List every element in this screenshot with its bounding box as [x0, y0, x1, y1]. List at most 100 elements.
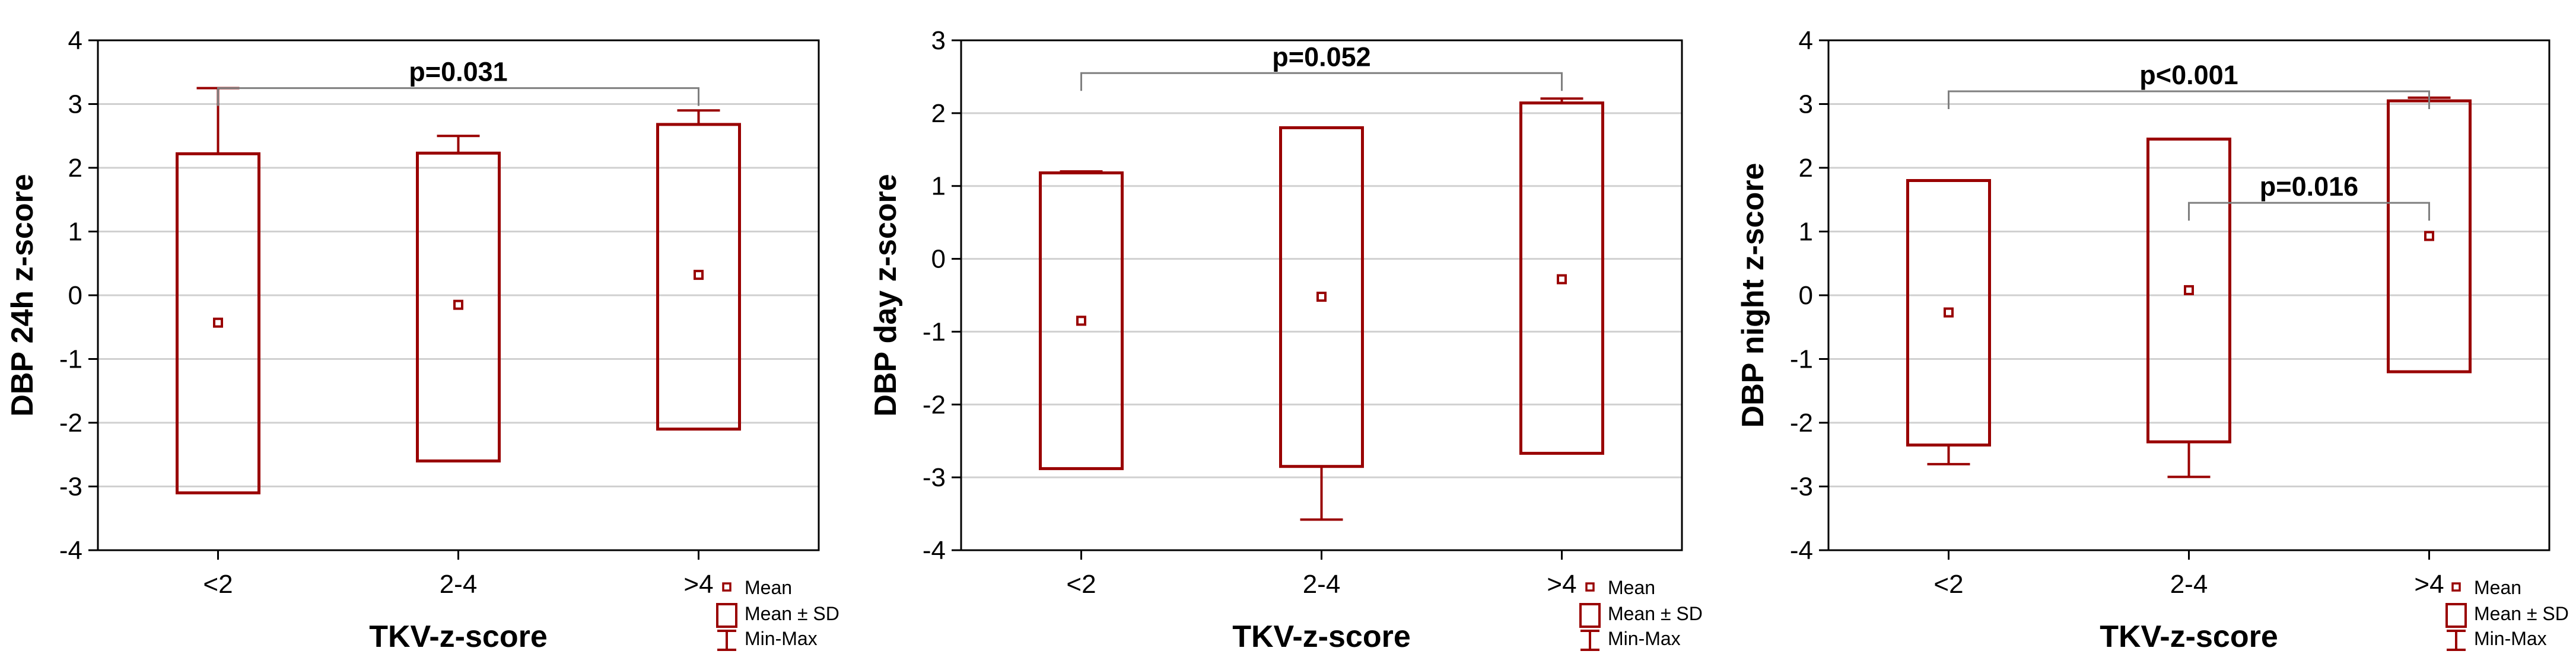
mean-marker — [213, 317, 223, 328]
legend-minmax-label: Min-Max — [1608, 628, 1681, 649]
x-tick-label: >4 — [683, 570, 713, 599]
legend-mean-label: Mean — [1608, 577, 1655, 598]
x-tick-label: 2-4 — [1303, 570, 1341, 599]
x-tick-label: <2 — [203, 570, 233, 599]
box-2 — [1519, 97, 1604, 455]
y-tick-label: -3 — [1790, 473, 1813, 502]
sd-box — [1519, 101, 1604, 455]
legend-mean-sd-icon — [1579, 603, 1601, 628]
box-0 — [1039, 170, 1124, 470]
y-axis-title: DBP night z-score — [1736, 163, 1770, 428]
y-tick-label: 1 — [1799, 218, 1813, 247]
y-tick-label: -4 — [1790, 536, 1813, 565]
p-value-label: p=0.031 — [409, 57, 507, 87]
x-axis-title: TKV-z-score — [2100, 620, 2278, 654]
significance-bracket: p=0.016 — [2188, 171, 2430, 221]
mean-marker — [1316, 291, 1327, 302]
sd-box — [1039, 171, 1124, 470]
x-tick-label: >4 — [2414, 570, 2444, 599]
panel-dbp-night: -4 -3 -2 -1 0 1 2 3 4 <2 2-4 >4 TKV-z-score DBP night… — [1736, 26, 2569, 654]
mean-marker — [2424, 231, 2434, 241]
panel-dbp-24h: -4 -3 -2 -1 0 1 2 3 4 <2 2-4 >4 TKV-z-score DBP 24h z… — [5, 26, 839, 654]
box-1 — [2146, 138, 2231, 478]
sd-box — [656, 123, 741, 431]
significance-bracket: p=0.052 — [1080, 42, 1563, 91]
legend: Mean Mean ± SD Min-Max — [716, 577, 839, 651]
mean-marker — [1076, 315, 1086, 326]
y-tick-label: -2 — [1790, 409, 1813, 438]
y-tick-label: 4 — [68, 26, 82, 55]
mean-marker — [1944, 307, 1954, 318]
sd-box — [1279, 126, 1364, 468]
y-tick-label: -4 — [923, 536, 946, 565]
y-axis-title: DBP day z-score — [869, 174, 903, 416]
significance-bracket: p=0.031 — [217, 57, 699, 106]
legend-minmax-label: Min-Max — [745, 628, 818, 649]
x-axis-title: TKV-z-score — [1232, 620, 1411, 654]
box-2 — [656, 109, 741, 431]
box-1 — [1279, 126, 1364, 521]
legend: Mean Mean ± SD Min-Max — [2445, 577, 2569, 651]
x-tick-label: 2-4 — [2170, 570, 2208, 599]
x-axis-title: TKV-z-score — [369, 620, 548, 654]
panel-dbp-day: -4 -3 -2 -1 0 1 2 3 <2 2-4 >4 TKV-z-score DBP day z-… — [869, 26, 1703, 654]
legend-minmax-label: Min-Max — [2474, 628, 2547, 649]
legend-mean-sd-label: Mean ± SD — [745, 603, 839, 624]
legend: Mean Mean ± SD Min-Max — [1579, 577, 1703, 651]
box-1 — [416, 135, 501, 462]
y-tick-label: -3 — [59, 473, 82, 502]
y-tick-label: 0 — [1799, 281, 1813, 310]
bracket-line — [217, 87, 699, 106]
box-0 — [1906, 179, 1991, 465]
x-tick-label: <2 — [1066, 570, 1096, 599]
sd-box — [2146, 138, 2231, 443]
mean-marker — [2184, 285, 2194, 295]
box-0 — [176, 87, 260, 494]
legend-mean-label: Mean — [2474, 577, 2521, 598]
y-tick-label: 4 — [1799, 26, 1813, 55]
x-tick-label: <2 — [1933, 570, 1963, 599]
sd-box — [416, 151, 501, 462]
bracket-line — [1080, 72, 1563, 91]
mean-marker — [453, 299, 463, 310]
sd-box — [176, 152, 260, 494]
y-tick-label: 3 — [68, 90, 82, 119]
y-tick-label: -1 — [59, 345, 82, 374]
bracket-line — [2188, 202, 2430, 221]
y-tick-label: 3 — [931, 26, 946, 55]
p-value-label: p<0.001 — [2139, 60, 2238, 90]
y-tick-label: 2 — [1799, 154, 1813, 183]
legend-mean-icon — [2451, 582, 2461, 592]
p-value-label: p=0.052 — [1272, 42, 1370, 72]
x-tick-label: 2-4 — [440, 570, 478, 599]
y-tick-label: -2 — [59, 409, 82, 438]
mean-marker — [1557, 274, 1567, 285]
p-value-label: p=0.016 — [2260, 171, 2358, 202]
y-axis-title: DBP 24h z-score — [5, 174, 40, 416]
legend-mean-sd-icon — [2445, 603, 2467, 628]
y-tick-label: 3 — [1799, 90, 1813, 119]
y-tick-label: -4 — [59, 536, 82, 565]
y-tick-label: -1 — [1790, 345, 1813, 374]
legend-mean-icon — [722, 582, 732, 592]
y-tick-label: 1 — [931, 172, 946, 201]
y-tick-label: -3 — [923, 463, 946, 492]
legend-mean-label: Mean — [745, 577, 792, 598]
y-tick-label: -1 — [923, 317, 946, 346]
legend-mean-sd-icon — [716, 603, 737, 628]
significance-bracket: p<0.001 — [1948, 60, 2430, 109]
y-tick-label: 0 — [931, 245, 946, 274]
y-tick-label: 1 — [68, 218, 82, 247]
legend-mean-icon — [1585, 582, 1595, 592]
sd-box — [2387, 99, 2472, 374]
bracket-line — [1948, 90, 2430, 109]
sd-box — [1906, 179, 1991, 447]
y-tick-label: 2 — [68, 154, 82, 183]
mean-marker — [694, 270, 704, 280]
y-tick-label: 2 — [931, 99, 946, 128]
legend-mean-sd-label: Mean ± SD — [2474, 603, 2569, 624]
legend-mean-sd-label: Mean ± SD — [1608, 603, 1703, 624]
y-tick-label: -2 — [923, 390, 946, 419]
x-tick-label: >4 — [1547, 570, 1576, 599]
